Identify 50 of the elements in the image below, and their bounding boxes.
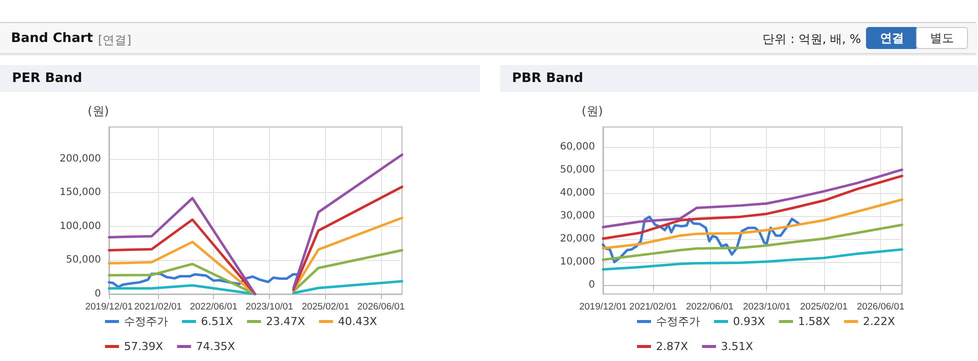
text: 단위 : 억원, 배, % [762,31,861,48]
y-tick-label: 100,000 [60,220,101,232]
text: [연결] [98,32,132,49]
legend-label: 3.51X [721,340,754,353]
line-series [602,168,904,228]
legend-label: 수정주가 [124,315,168,328]
x-tick-label: 2023/10/01 [246,302,294,312]
x-tick-label: 2019/12/01 [579,302,627,312]
x-tick-label: 2026/06/01 [357,302,405,312]
line-series [602,174,904,240]
legend-label: 0.93X [733,315,766,328]
x-tick-label: 2021/02/01 [629,302,677,312]
line-series [602,224,904,262]
y-axis-title: (원) [88,104,109,118]
legend-label: 2.22X [863,315,896,328]
text: Band Chart [11,31,93,46]
line-series [602,248,904,271]
y-tick-label: 10,000 [560,256,595,268]
y-tick-label: 20,000 [560,233,595,244]
x-tick-label: 2019/12/01 [85,302,133,312]
y-tick-label: 0 [588,279,595,290]
x-tick-label: 2022/06/01 [686,302,734,312]
x-tick-label: 2022/06/01 [190,302,238,312]
line-series [602,198,904,250]
y-tick-label: 200,000 [60,153,101,164]
y-tick-label: 50,000 [66,254,101,266]
x-tick-label: 2026/06/01 [856,302,904,312]
y-tick-label: 30,000 [560,210,595,222]
x-tick-label: 2025/02/01 [800,302,848,312]
x-tick-label: 2021/02/01 [134,302,182,312]
y-tick-label: 150,000 [60,187,101,198]
legend-label: 수정주가 [656,315,700,328]
x-tick-label: 2025/02/01 [302,302,350,312]
legend-label: 23.47X [266,315,306,328]
legend-label: 1.58X [798,315,831,328]
legend-label: 2.87X [656,340,688,353]
legend-label: 57.39X [124,340,164,353]
chart-title: PBR Band [500,65,978,92]
y-tick-label: 40,000 [560,187,595,198]
legend-label: 74.35X [196,340,236,353]
text: 별도 [916,27,968,49]
legend-label: 40.43X [338,315,378,328]
y-tick-label: 0 [94,288,101,300]
y-tick-label: 50,000 [560,164,595,176]
text: 연결 [866,27,918,49]
y-axis-title: (원) [582,104,603,118]
y-tick-label: 60,000 [560,141,595,152]
legend-label: 6.51X [201,315,234,328]
chart-title: PER Band [0,65,480,92]
x-tick-label: 2023/10/01 [742,302,790,312]
